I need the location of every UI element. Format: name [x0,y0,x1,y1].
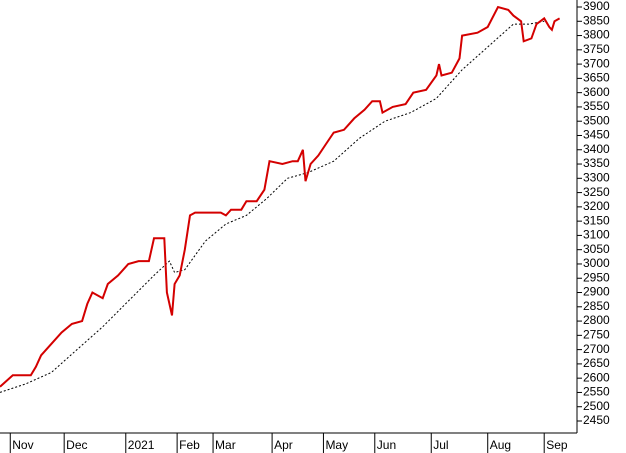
y-tick-label: 2600 [583,370,610,384]
y-tick-label: 3550 [583,99,610,113]
x-tick-label: Mar [215,438,236,452]
y-tick-label: 3500 [583,113,610,127]
y-tick-label: 2950 [583,270,610,284]
y-tick-label: 3000 [583,256,610,270]
y-tick-label: 2450 [583,413,610,427]
y-tick-label: 3800 [583,28,610,42]
x-tick-label: Apr [274,438,293,452]
price-line [0,5,561,388]
y-tick-label: 3400 [583,142,610,156]
y-tick-label: 3300 [583,170,610,184]
price-line [0,20,545,393]
x-tick-label: Feb [179,438,200,452]
y-tick-label: 2800 [583,313,610,327]
y-tick-label: 2750 [583,328,610,342]
x-tick-label: Aug [490,438,511,452]
x-tick-label: May [325,438,348,452]
y-tick-label: 3250 [583,185,610,199]
x-tick-label: Jun [377,438,396,452]
y-tick-label: 2650 [583,356,610,370]
y-tick-label: 3200 [583,199,610,213]
x-tick-label: Jul [433,438,448,452]
x-tick-label: Sep [546,438,568,452]
y-tick-label: 3150 [583,213,610,227]
y-tick-label: 3650 [583,71,610,85]
y-tick-label: 3100 [583,228,610,242]
y-tick-label: 3900 [583,0,610,13]
y-tick-label: 3850 [583,13,610,27]
y-tick-label: 2900 [583,285,610,299]
y-tick-label: 2700 [583,342,610,356]
y-tick-label: 2850 [583,299,610,313]
x-tick-label: Dec [66,438,87,452]
y-tick-label: 2550 [583,385,610,399]
y-tick-label: 3350 [583,156,610,170]
y-tick-label: 2500 [583,399,610,413]
y-tick-label: 3600 [583,85,610,99]
x-tick-label: 2021 [128,438,155,452]
y-tick-label: 3050 [583,242,610,256]
x-tick-label: Nov [12,438,33,452]
y-tick-label: 3700 [583,56,610,70]
y-tick-label: 3450 [583,128,610,142]
y-tick-label: 3750 [583,42,610,56]
